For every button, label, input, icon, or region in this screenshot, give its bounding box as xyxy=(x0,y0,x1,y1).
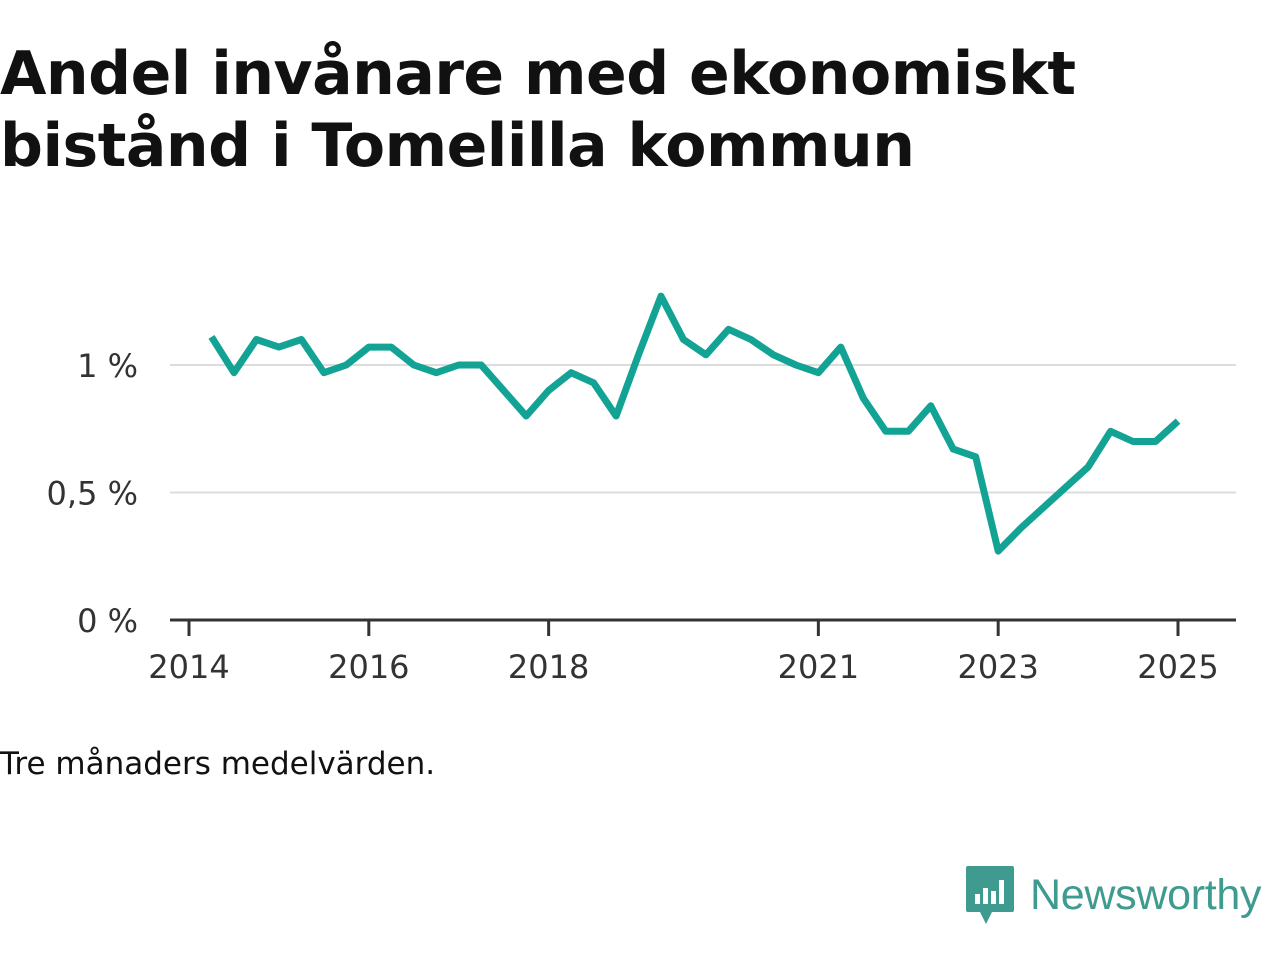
x-tick-label-0: 2014 xyxy=(148,648,229,686)
x-tick-label-1: 2016 xyxy=(328,648,409,686)
chart-note: Tre månaders medelvärden. xyxy=(0,746,436,782)
brand-name: Newsworthy xyxy=(1030,870,1262,919)
series-line-0 xyxy=(208,292,1181,555)
x-tick-label-2: 2018 xyxy=(508,648,589,686)
chart-title-line-1: Andel invånare med ekonomiskt xyxy=(0,39,1076,109)
y-tick-label-2: 1 % xyxy=(77,347,138,385)
line-chart: 0 % 0,5 % 1 % 2014 2016 2018 2021 2023 2025 xyxy=(47,292,1236,686)
y-tick-label-1: 0,5 % xyxy=(47,475,138,513)
chart-title-line-2: bistånd i Tomelilla kommun xyxy=(0,111,915,181)
chart-title: Andel invånare med ekonomiskt bistånd i … xyxy=(0,38,1200,182)
x-tick-label-5: 2025 xyxy=(1137,648,1218,686)
newsworthy-logo-icon xyxy=(966,866,1014,924)
x-tick-label-4: 2023 xyxy=(957,648,1038,686)
x-tick-label-3: 2021 xyxy=(778,648,859,686)
y-tick-label-0: 0 % xyxy=(77,602,138,640)
newsworthy-brand[interactable]: Newsworthy xyxy=(964,862,1261,928)
